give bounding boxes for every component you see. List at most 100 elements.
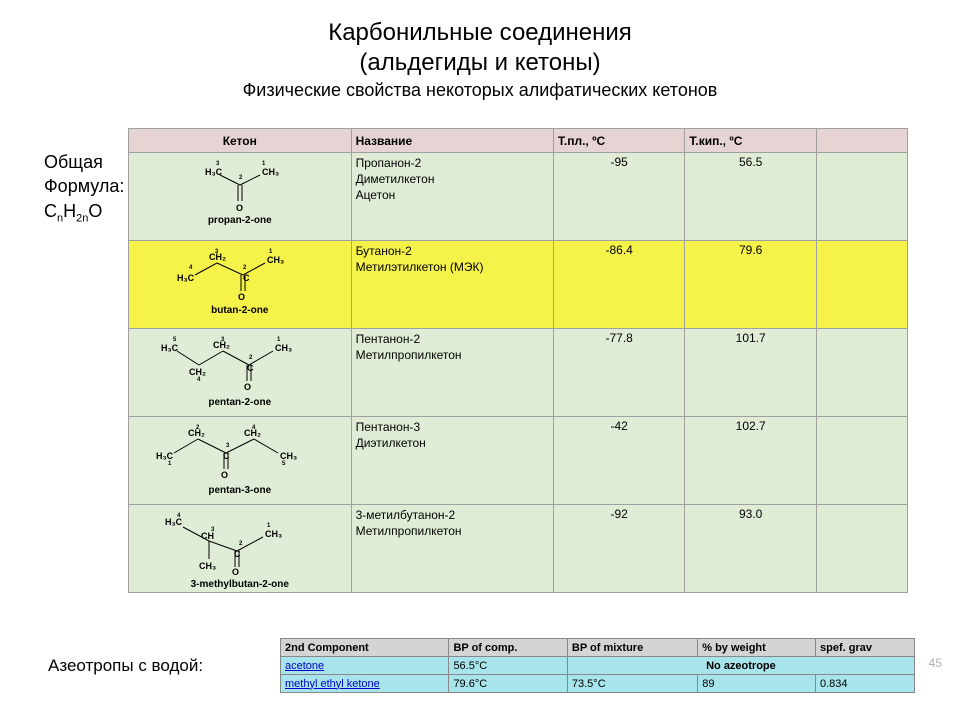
col-header: Т.кип., ºС [685, 129, 817, 153]
azeo-col-header: BP of mixture [567, 639, 697, 657]
ketone-name: Пентанон-3 [356, 419, 549, 435]
azeo-col-header: spef. grav [816, 639, 915, 657]
table-body: H₃C CH₃ O 3 2 1 propan-2-one Пропанон-2Димети… [129, 153, 908, 593]
ketone-names-cell: Пентанон-3Диэтилкетон [351, 417, 553, 505]
boiling-point: 56.5 [685, 153, 817, 241]
struct-label: pentan-2-one [133, 397, 347, 408]
svg-text:1: 1 [168, 461, 172, 467]
azeo-bp-comp: 79.6°C [449, 675, 567, 693]
ketone-table: КетонНазваниеТ.пл., ºСТ.кип., ºС H₃C CH₃ O… [128, 128, 908, 593]
ketone-structure-cell: H₃CCHCH₃ CCH₃O 4321 3-methylbutan-2-one [129, 505, 352, 593]
azeo-col-header: BP of comp. [449, 639, 567, 657]
svg-text:C: C [223, 451, 230, 461]
ketone-structure-cell: H₃CCH₂C CH₂CH₃O 123 45 pentan-3-one [129, 417, 352, 505]
svg-text:C: C [247, 363, 254, 373]
azeo-col-header: % by weight [698, 639, 816, 657]
ketone-structure-cell: H₃CCH₂ CCH₃O 4321 butan-2-one [129, 241, 352, 329]
sidebar-formula: CnH2nO [44, 199, 124, 226]
page-number: 45 [929, 656, 942, 670]
svg-text:CH₃: CH₃ [199, 561, 216, 571]
azeo-pct: 89 [698, 675, 816, 693]
ketone-names-cell: Бутанон-2Метилэтилкетон (МЭК) [351, 241, 553, 329]
ketone-name: Метилэтилкетон (МЭК) [356, 259, 549, 275]
ketone-structure-cell: H₃CCH₃O 321 propan-2-one [129, 153, 352, 241]
ketone-name: Диэтилкетон [356, 435, 549, 451]
col-header: Название [351, 129, 553, 153]
svg-text:5: 5 [282, 461, 286, 467]
table-row: H₃CCH₂C CH₂CH₃O 123 45 pentan-3-oneПента… [129, 417, 908, 505]
extra-cell [816, 241, 907, 329]
boiling-point: 93.0 [685, 505, 817, 593]
azeo-bp-comp: 56.5°C [449, 657, 567, 675]
ketone-name: Ацетон [356, 187, 549, 203]
svg-text:2: 2 [239, 541, 243, 547]
svg-text:CH₃: CH₃ [262, 167, 279, 177]
azeo-component[interactable]: methyl ethyl ketone [281, 675, 449, 693]
col-header [816, 129, 907, 153]
extra-cell [816, 417, 907, 505]
svg-text:O: O [232, 567, 239, 577]
svg-text:CH₃: CH₃ [280, 451, 297, 461]
extra-cell [816, 329, 907, 417]
table-row: H₃CCH₂ CCH₃O 4321 butan-2-oneБутанон-2Ме… [129, 241, 908, 329]
svg-text:CH₃: CH₃ [265, 529, 282, 539]
svg-text:4: 4 [189, 265, 193, 271]
azeo-bp-mix: 73.5°C [567, 675, 697, 693]
azeo-body: acetone56.5°CNo azeotropemethyl ethyl ke… [281, 657, 915, 693]
subtitle: Физические свойства некоторых алифатичес… [0, 80, 960, 101]
azeo-row: acetone56.5°CNo azeotrope [281, 657, 915, 675]
title-line2: (альдегиды и кетоны) [0, 48, 960, 78]
azeo-col-header: 2nd Component [281, 639, 449, 657]
svg-text:O: O [244, 382, 251, 392]
svg-text:CH₂: CH₂ [189, 367, 206, 377]
svg-text:C: C [234, 549, 241, 559]
ketone-name: Метилпропилкетон [356, 523, 549, 539]
struct-label: propan-2-one [133, 215, 347, 226]
svg-text:H₃C: H₃C [177, 273, 195, 283]
col-header: Кетон [129, 129, 352, 153]
sidebar-l1: Общая [44, 150, 124, 174]
general-formula: Общая Формула: CnH2nO [44, 150, 124, 226]
boiling-point: 102.7 [685, 417, 817, 505]
ketone-name: 3-метилбутанон-2 [356, 507, 549, 523]
no-azeotrope: No azeotrope [567, 657, 914, 675]
extra-cell [816, 505, 907, 593]
boiling-point: 79.6 [685, 241, 817, 329]
ketone-names-cell: Пропанон-2ДиметилкетонАцетон [351, 153, 553, 241]
ketone-name: Диметилкетон [356, 171, 549, 187]
svg-text:O: O [221, 470, 228, 480]
struct-label: 3-methylbutan-2-one [133, 579, 347, 590]
azeotrope-table: 2nd ComponentBP of comp.BP of mixture% b… [280, 638, 915, 693]
azeo-sg: 0.834 [816, 675, 915, 693]
svg-text:O: O [236, 203, 243, 213]
extra-cell [816, 153, 907, 241]
svg-text:2: 2 [243, 265, 247, 271]
table-row: H₃CCHCH₃ CCH₃O 4321 3-methylbutan-2-one3… [129, 505, 908, 593]
svg-text:4: 4 [197, 377, 201, 383]
table-header-row: КетонНазваниеТ.пл., ºСТ.кип., ºС [129, 129, 908, 153]
struct-label: butan-2-one [133, 305, 347, 316]
azeo-component[interactable]: acetone [281, 657, 449, 675]
melting-point: -95 [553, 153, 685, 241]
table-row: H₃CCH₃O 321 propan-2-oneПропанон-2Димети… [129, 153, 908, 241]
svg-text:C: C [243, 273, 250, 283]
title-line1: Карбонильные соединения [0, 18, 960, 48]
ketone-name: Пропанон-2 [356, 155, 549, 171]
ketone-names-cell: Пентанон-2Метилпропилкетон [351, 329, 553, 417]
ketone-name: Метилпропилкетон [356, 347, 549, 363]
svg-text:CH₃: CH₃ [267, 255, 284, 265]
melting-point: -42 [553, 417, 685, 505]
svg-text:2: 2 [239, 175, 243, 181]
ketone-names-cell: 3-метилбутанон-2Метилпропилкетон [351, 505, 553, 593]
ketone-structure-cell: H₃CCH₂CH₂ CCH₃O 543 21 pentan-2-one [129, 329, 352, 417]
svg-text:H₃C: H₃C [205, 167, 223, 177]
svg-text:3: 3 [226, 443, 230, 449]
svg-text:O: O [238, 292, 245, 302]
col-header: Т.пл., ºС [553, 129, 685, 153]
azeo-header-row: 2nd ComponentBP of comp.BP of mixture% b… [281, 639, 915, 657]
table-row: H₃CCH₂CH₂ CCH₃O 543 21 pentan-2-oneПента… [129, 329, 908, 417]
ketone-name: Пентанон-2 [356, 331, 549, 347]
boiling-point: 101.7 [685, 329, 817, 417]
struct-label: pentan-3-one [133, 485, 347, 496]
azeotrope-label: Азеотропы с водой: [48, 656, 203, 676]
